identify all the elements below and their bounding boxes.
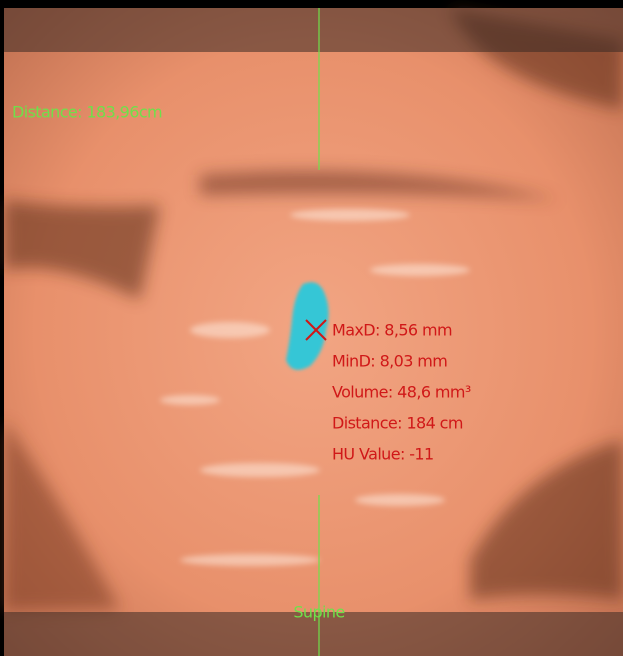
distance-label: Distance: 183,96cm — [12, 103, 162, 122]
lesion-distance: Distance: 184 cm — [332, 414, 463, 433]
hu-value: HU Value: -11 — [332, 445, 434, 464]
max-diameter: MaxD: 8,56 mm — [332, 321, 452, 340]
orientation-label: Supine — [293, 603, 344, 622]
endoscopic-view — [4, 8, 623, 656]
volume: Volume: 48,6 mm³ — [332, 383, 471, 402]
lesion-marker — [305, 319, 327, 341]
lesion-highlight — [286, 282, 329, 370]
min-diameter: MinD: 8,03 mm — [332, 352, 447, 371]
